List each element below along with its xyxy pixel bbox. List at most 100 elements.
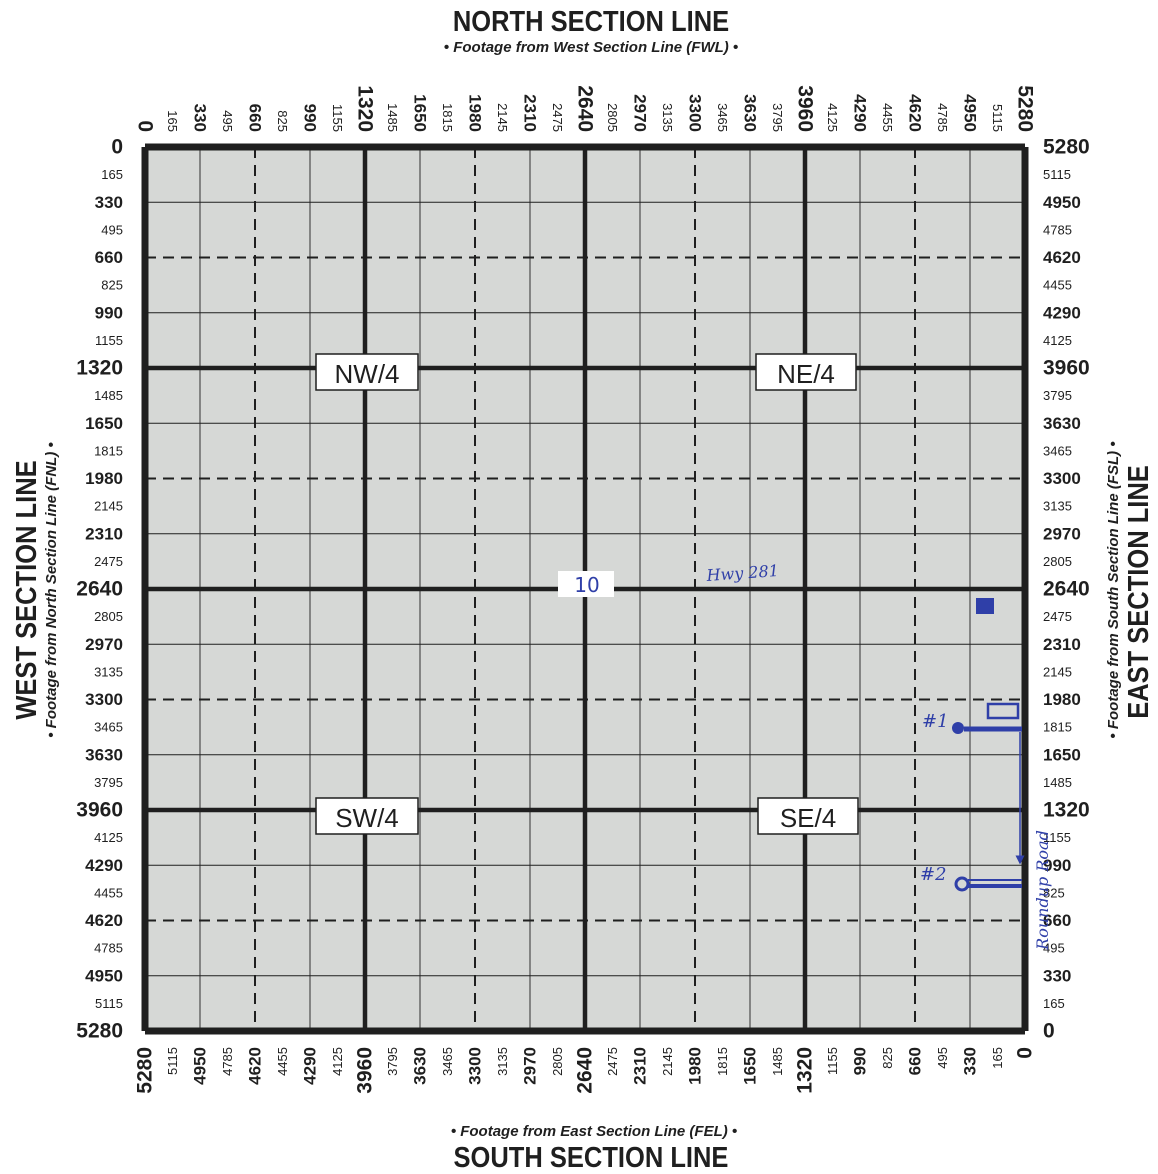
right-tick-label: 3465 — [1043, 443, 1072, 458]
well-1-label: #1 — [922, 711, 949, 732]
right-tick-label: 1485 — [1043, 775, 1072, 790]
left-tick-labels: 0 165 330 495 660 825 990 1155 1320 1485 1650 1815 1… — [76, 136, 123, 1043]
quarter-label-se-text: SE/4 — [780, 803, 836, 833]
right-tick-label: 990 — [1043, 856, 1071, 875]
right-tick-label: 3960 — [1043, 357, 1090, 380]
bottom-tick-label: 1155 — [825, 1047, 840, 1075]
bottom-tick-label: 330 — [961, 1047, 980, 1075]
top-tick-label: 3960 — [794, 85, 817, 132]
left-tick-label: 660 — [95, 248, 123, 267]
east-section-title: EAST SECTION LINE — [1121, 465, 1154, 719]
top-tick-label: 4950 — [961, 94, 980, 132]
north-section-subtitle: • Footage from West Section Line (FWL) • — [444, 39, 738, 56]
left-tick-label: 4620 — [85, 911, 123, 930]
quarter-label-nw: NW/4 — [315, 353, 419, 391]
left-tick-label: 4455 — [94, 885, 123, 900]
well-1-pad — [986, 702, 1020, 720]
top-tick-label: 4455 — [880, 103, 895, 132]
well-1-marker — [952, 722, 964, 734]
south-section-subtitle: • Footage from East Section Line (FEL) • — [451, 1123, 737, 1140]
right-tick-label: 2310 — [1043, 635, 1081, 654]
right-tick-label: 1320 — [1043, 799, 1090, 822]
bottom-tick-label: 3795 — [385, 1047, 400, 1076]
bottom-tick-label: 5280 — [134, 1047, 157, 1094]
top-tick-label: 2145 — [495, 103, 510, 132]
left-tick-label: 1155 — [95, 333, 123, 348]
left-tick-label: 5115 — [95, 996, 123, 1011]
bottom-tick-label: 3630 — [411, 1047, 430, 1085]
right-tick-label: 2970 — [1043, 524, 1081, 543]
quarter-label-sw-text: SW/4 — [335, 803, 399, 833]
top-tick-label: 660 — [246, 104, 265, 132]
left-tick-label: 1980 — [85, 469, 123, 488]
bottom-tick-label: 660 — [906, 1047, 925, 1075]
bottom-tick-label: 5115 — [165, 1047, 180, 1075]
top-tick-label: 3135 — [660, 103, 675, 132]
left-tick-label: 2805 — [94, 609, 123, 624]
left-tick-label: 3960 — [76, 799, 123, 822]
quarter-label-se: SE/4 — [757, 797, 859, 835]
right-tick-label: 1155 — [1043, 830, 1071, 845]
top-tick-label: 1320 — [354, 85, 377, 132]
quarter-label-sw: SW/4 — [315, 797, 419, 835]
top-tick-label: 4290 — [851, 94, 870, 132]
bottom-tick-label: 1815 — [715, 1047, 730, 1076]
right-tick-labels: 5280511549504785462044554290412539603795… — [1043, 136, 1090, 1043]
left-tick-label: 0 — [111, 136, 123, 159]
top-tick-label: 4125 — [825, 103, 840, 132]
top-tick-label: 4620 — [906, 94, 925, 132]
bottom-tick-label: 2970 — [521, 1047, 540, 1085]
location-marker-square — [976, 598, 994, 614]
bottom-tick-label: 495 — [935, 1047, 950, 1069]
top-tick-label: 2805 — [605, 103, 620, 132]
bottom-tick-label: 4785 — [220, 1047, 235, 1076]
right-tick-label: 2805 — [1043, 554, 1072, 569]
top-tick-label: 4785 — [935, 103, 950, 132]
right-tick-label: 165 — [1043, 996, 1065, 1011]
roundup-road-label: Roundup Road — [1033, 830, 1052, 951]
left-tick-label: 330 — [95, 193, 123, 212]
left-tick-label: 2145 — [94, 499, 123, 514]
top-tick-label: 990 — [301, 104, 320, 132]
bottom-tick-label: 2640 — [574, 1047, 597, 1094]
bottom-tick-label: 1980 — [686, 1047, 705, 1085]
left-tick-label: 4950 — [85, 966, 123, 985]
left-tick-label: 165 — [101, 167, 123, 182]
section-number-box: 10 — [558, 571, 614, 597]
top-tick-label: 2970 — [631, 94, 650, 132]
right-tick-label: 4455 — [1043, 278, 1072, 293]
bottom-tick-label: 165 — [990, 1047, 1005, 1069]
top-tick-label: 330 — [191, 104, 210, 132]
section-number-text: 10 — [574, 573, 599, 597]
right-tick-label: 3630 — [1043, 414, 1081, 433]
right-tick-label: 0 — [1043, 1020, 1055, 1043]
bottom-tick-label: 4950 — [191, 1047, 210, 1085]
right-tick-label: 3135 — [1043, 499, 1072, 514]
top-tick-label: 5280 — [1014, 85, 1037, 132]
left-tick-label: 2310 — [85, 524, 123, 543]
bottom-tick-labels: 5280 5115 4950 4785 4620 4455 4290 4125 3960 3795… — [134, 1047, 1037, 1094]
right-tick-label: 4950 — [1043, 193, 1081, 212]
north-section-title: NORTH SECTION LINE — [453, 4, 729, 37]
right-tick-label: 4620 — [1043, 248, 1081, 267]
left-tick-label: 2970 — [85, 635, 123, 654]
left-tick-label: 2475 — [94, 554, 123, 569]
right-tick-label: 3795 — [1043, 388, 1072, 403]
left-tick-label: 4785 — [94, 941, 123, 956]
right-tick-label: 1980 — [1043, 690, 1081, 709]
top-tick-label: 3630 — [741, 94, 760, 132]
right-tick-label: 2475 — [1043, 609, 1072, 624]
right-tick-label: 495 — [1043, 941, 1065, 956]
top-tick-label: 495 — [220, 110, 235, 132]
bottom-tick-label: 1485 — [770, 1047, 785, 1076]
right-tick-label: 1650 — [1043, 745, 1081, 764]
grid-lines — [141, 143, 1029, 1035]
top-tick-label: 3300 — [686, 94, 705, 132]
south-section-title: SOUTH SECTION LINE — [454, 1140, 729, 1173]
bottom-tick-label: 4125 — [330, 1047, 345, 1076]
left-tick-label: 990 — [95, 303, 123, 322]
right-tick-label: 2640 — [1043, 578, 1090, 601]
quarter-label-ne-text: NE/4 — [777, 359, 835, 389]
bottom-tick-label: 0 — [1014, 1047, 1037, 1059]
